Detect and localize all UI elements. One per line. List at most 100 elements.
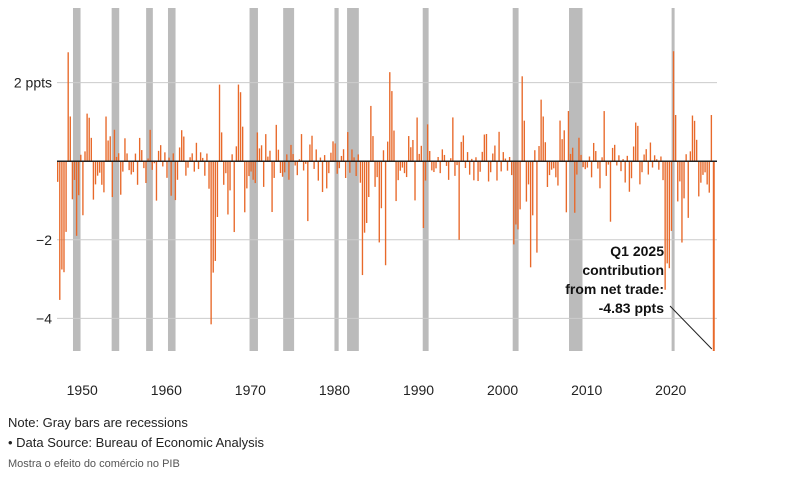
bar (540, 99, 542, 162)
bar (481, 151, 483, 162)
bar (519, 161, 521, 210)
bar (183, 136, 185, 162)
bar (649, 142, 652, 162)
bar (305, 161, 307, 164)
bar (294, 161, 296, 166)
bar (122, 161, 124, 172)
bar (471, 158, 473, 162)
bar (513, 161, 515, 245)
bar (284, 161, 286, 173)
bar (387, 141, 389, 162)
bar (197, 161, 200, 170)
bar (384, 161, 387, 266)
bar (317, 161, 320, 181)
bar (609, 161, 612, 222)
annotation-line-2: contribution (582, 262, 664, 278)
bar (145, 161, 147, 184)
bar (328, 161, 330, 174)
bar (555, 161, 557, 178)
bar (288, 161, 290, 180)
bar (536, 161, 538, 253)
bar (656, 159, 658, 162)
bar (429, 151, 431, 162)
bar (626, 155, 628, 162)
bar (290, 144, 292, 162)
bar (92, 161, 95, 200)
bar (666, 161, 668, 264)
bar (202, 157, 204, 162)
bar (69, 116, 71, 162)
bar (357, 154, 359, 162)
bar (487, 161, 490, 182)
bar (603, 111, 605, 162)
bar (691, 115, 694, 162)
bar (700, 161, 702, 183)
bar (494, 145, 496, 162)
bar (414, 161, 416, 201)
bar (84, 151, 86, 162)
bar (262, 161, 265, 187)
bar (382, 150, 385, 162)
bar-q1-2025 (712, 161, 715, 351)
bar (254, 161, 256, 184)
bar (338, 161, 341, 169)
bar (492, 153, 494, 162)
bar (452, 117, 454, 162)
bar (170, 161, 172, 196)
bar (450, 158, 452, 162)
bar (157, 150, 160, 162)
bar (643, 154, 645, 162)
bar (706, 161, 708, 185)
bar (611, 147, 614, 162)
bar (168, 157, 170, 162)
bar (639, 161, 641, 185)
bar (660, 156, 662, 162)
bar (65, 161, 67, 232)
bar (189, 157, 191, 162)
bar (561, 139, 563, 162)
bar (132, 161, 135, 173)
bar (246, 161, 248, 189)
bar (616, 161, 618, 166)
bar (557, 161, 559, 186)
bar (689, 151, 692, 162)
bar (191, 153, 193, 162)
x-tick-label: 2000 (487, 382, 518, 398)
bar (422, 161, 425, 229)
bar (103, 161, 105, 193)
bar (645, 149, 647, 162)
bar (399, 161, 401, 171)
bar (553, 161, 555, 169)
bar (315, 149, 317, 162)
bar (653, 155, 656, 162)
bar (601, 157, 603, 162)
image-caption: Mostra o efeito do comércio no PIB (8, 458, 180, 470)
bar (439, 161, 441, 174)
bar (534, 150, 536, 162)
bar (483, 134, 486, 162)
bar (620, 161, 622, 172)
recession-bars (72, 8, 675, 351)
bar (233, 161, 235, 233)
bar (281, 161, 284, 177)
bar (477, 161, 479, 182)
bar (588, 156, 591, 162)
bar (326, 161, 328, 189)
bar (542, 116, 544, 162)
bar (548, 161, 551, 176)
bar (546, 161, 549, 187)
bar (250, 161, 252, 172)
bar (550, 161, 553, 170)
bar (164, 152, 166, 162)
bar (489, 161, 492, 173)
bar (178, 147, 181, 162)
bar (435, 161, 437, 169)
bar (309, 144, 311, 162)
bar (174, 161, 177, 201)
bar (332, 141, 334, 162)
bar (109, 136, 111, 162)
bar (67, 52, 69, 162)
bar (185, 161, 187, 176)
bar (61, 161, 63, 270)
bar (216, 161, 219, 217)
